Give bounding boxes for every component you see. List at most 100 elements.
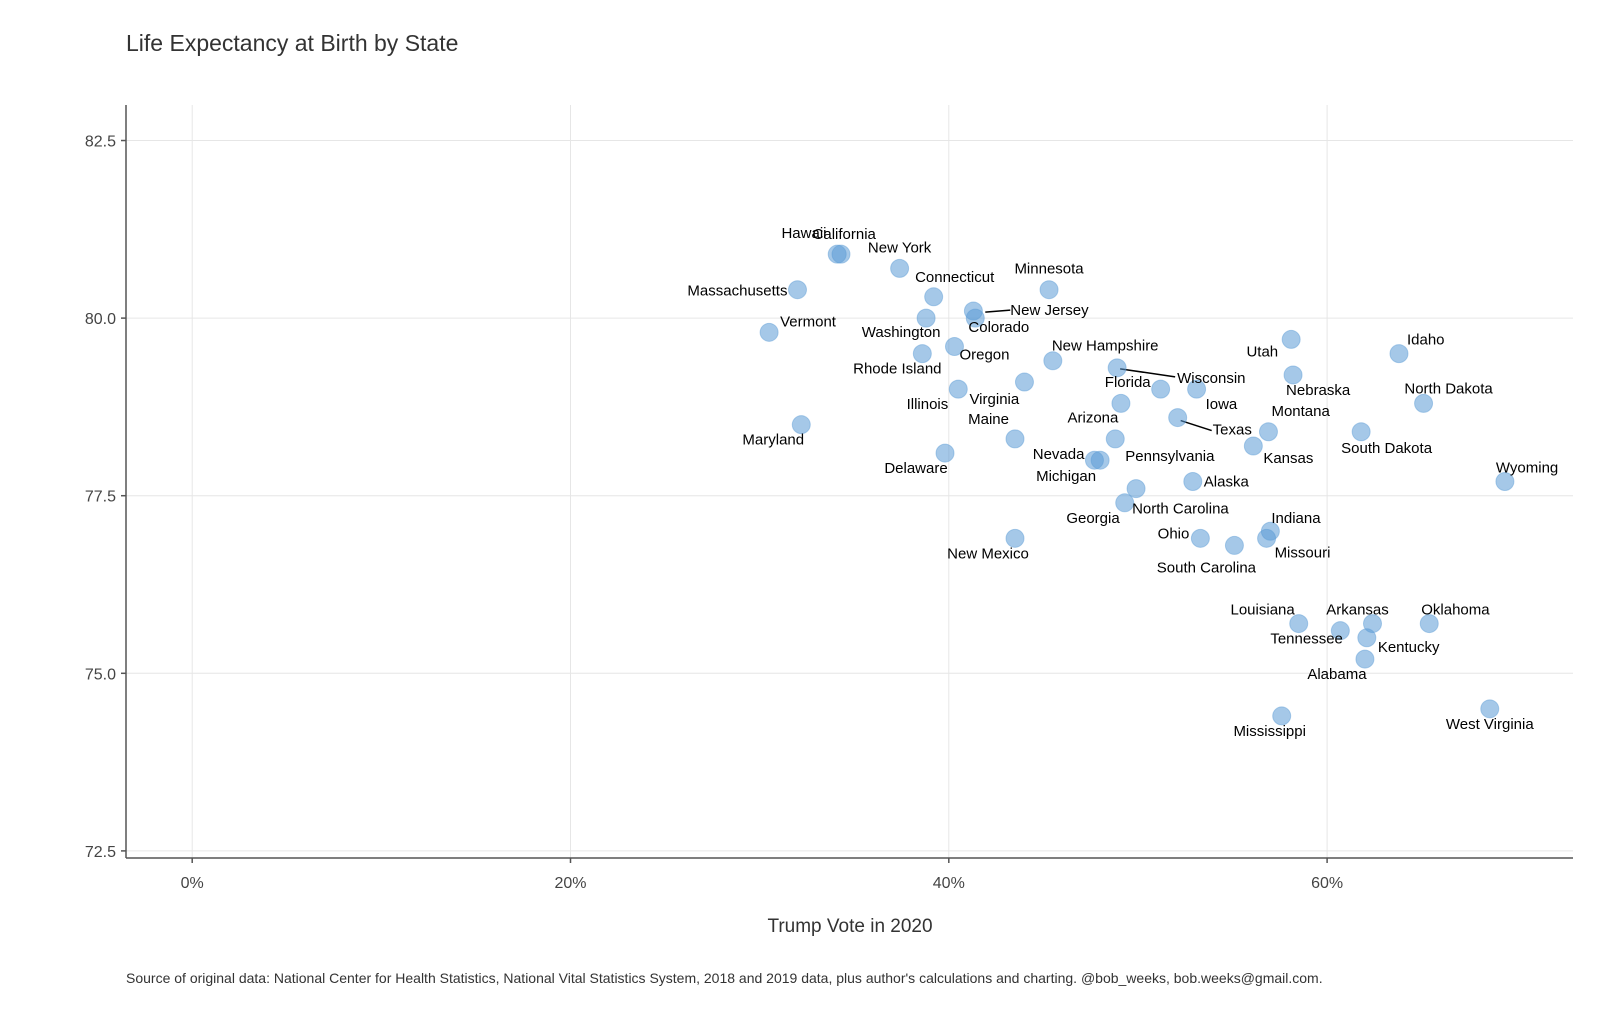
point-label: Mississippi [1233,723,1306,740]
point-label: West Virginia [1446,716,1534,733]
data-point [1115,493,1135,513]
data-point [791,415,811,435]
point-label: Nebraska [1286,382,1351,399]
point-label: Hawaii [781,225,826,242]
point-label: Arkansas [1326,602,1389,619]
data-point [944,337,964,357]
point-label: California [813,226,877,243]
label-leader-line [985,309,1011,313]
data-point [1495,472,1515,491]
x-tick-label: 0% [181,875,204,892]
point-label: Alaska [1204,474,1250,491]
data-point [1039,280,1059,300]
point-label: Illinois [907,396,949,413]
point-label: Massachusetts [687,283,787,300]
data-point [1190,528,1210,548]
data-point [1258,422,1278,442]
point-label: North Carolina [1132,501,1229,518]
point-label: Nevada [1033,446,1085,463]
data-point [1014,372,1034,392]
data-point [1105,429,1125,449]
data-point [1126,479,1146,499]
point-label: Kansas [1263,450,1313,467]
data-point [948,379,968,399]
y-tick-label: 82.5 [85,134,116,151]
data-point [759,322,779,342]
point-label: New York [868,239,932,256]
data-point [1107,358,1127,378]
data-point [916,308,936,328]
point-label: Washington [862,324,941,341]
data-point [1283,365,1303,385]
data-point [1243,436,1263,456]
data-point [1419,614,1439,634]
point-label: Idaho [1407,332,1445,349]
point-label: Florida [1105,374,1152,391]
data-point [1005,429,1025,449]
y-tick-label: 75.0 [85,666,116,683]
data-point [912,344,932,364]
point-label: Louisiana [1231,602,1296,619]
point-label: Maine [968,411,1009,428]
data-point [1281,329,1301,349]
data-point [1389,344,1409,364]
x-tick-label: 60% [1311,875,1343,892]
point-label: Michigan [1036,468,1096,485]
point-label: Arizona [1068,409,1120,426]
point-label: Rhode Island [853,361,941,378]
source-caption: Source of original data: National Center… [126,970,1323,986]
data-point [1289,614,1309,634]
point-label: New Mexico [947,545,1029,562]
data-point [787,280,807,300]
point-label: Pennsylvania [1125,448,1215,465]
point-label: Wisconsin [1177,370,1245,387]
point-label: Texas [1213,422,1252,439]
data-point [935,443,955,463]
point-label: Colorado [968,319,1029,336]
data-point [1351,422,1371,442]
point-label: Oregon [959,347,1009,364]
data-point [1187,379,1207,399]
point-label: New Hampshire [1052,338,1159,355]
point-label: Iowa [1206,396,1238,413]
data-point [1151,379,1171,399]
data-point [963,301,983,321]
tick-labels: 72.5 75.0 77.5 80.0 82.5 0% 20% 40% 60% [85,134,1343,892]
x-tick-label: 20% [554,875,586,892]
point-label: Alabama [1307,666,1367,683]
point-label: Tennessee [1270,631,1343,648]
point-label: Oklahoma [1421,602,1490,619]
data-point [1111,393,1131,413]
point-label: Indiana [1271,510,1321,527]
point-label: North Dakota [1404,380,1493,397]
point-label: Utah [1246,343,1278,360]
data-point [831,244,851,264]
data-point [1357,628,1377,648]
point-label: Wyoming [1496,460,1558,477]
x-axis-title: Trump Vote in 2020 [767,916,932,937]
point-label: Montana [1271,403,1330,420]
point-label: South Dakota [1341,440,1433,457]
data-point [1414,393,1434,413]
data-point [1090,450,1110,470]
point-label: South Carolina [1157,559,1257,576]
data-point [1330,621,1350,641]
chart-title: Life Expectancy at Birth by State [126,30,459,56]
x-tick-label: 40% [933,875,965,892]
point-label: Kentucky [1378,639,1440,656]
point-label: Virginia [969,391,1019,408]
axes [125,105,1573,859]
data-point [1480,699,1500,719]
point-label: Delaware [884,460,947,477]
data-point [890,258,910,278]
grid-lines [126,105,1573,858]
point-label: Maryland [742,432,804,449]
point-label: New Jersey [1010,302,1089,319]
point-label: Missouri [1275,544,1331,561]
data-point [1005,528,1025,548]
data-point [1355,649,1375,669]
y-tick-label: 80.0 [85,311,116,328]
point-label: Georgia [1066,510,1120,527]
data-point [1168,408,1188,428]
